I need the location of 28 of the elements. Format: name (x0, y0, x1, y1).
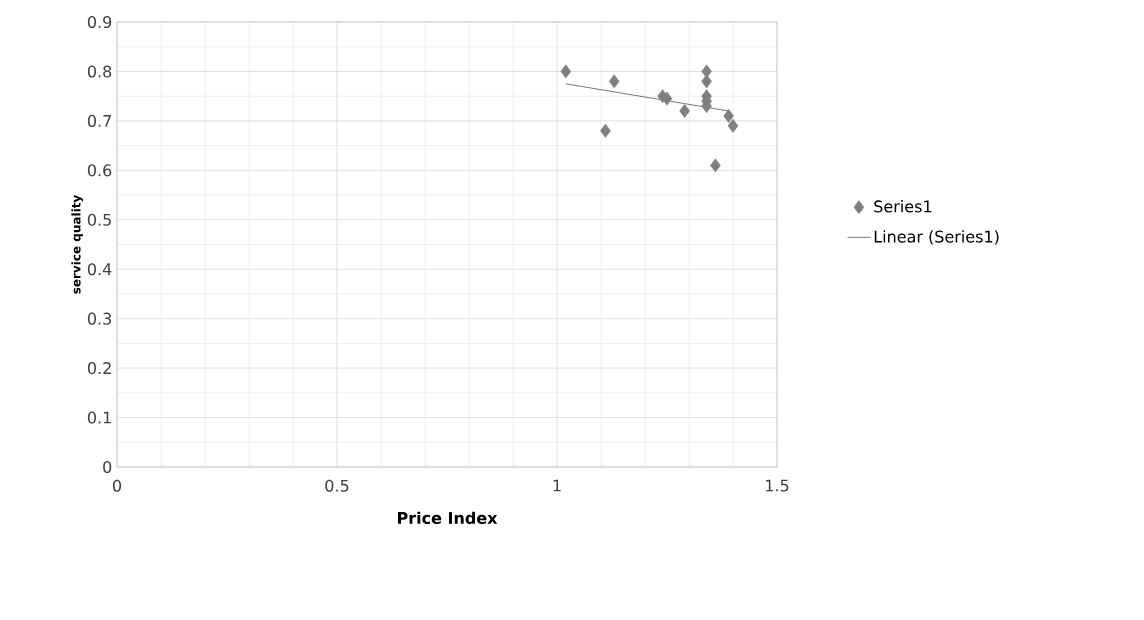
y-tick-label: 0.9 (87, 15, 112, 29)
x-axis-title: Price Index (397, 511, 498, 525)
x-tick-label: 0.5 (325, 479, 349, 492)
y-tick-label: 0.8 (87, 65, 112, 78)
point (600, 123, 611, 138)
point (723, 109, 734, 123)
point (701, 64, 712, 79)
y-axis-title: service quality (71, 194, 84, 294)
point (701, 74, 712, 89)
y-tick-label: 0.2 (87, 362, 111, 375)
y-tick-label: 0 (103, 460, 112, 474)
y-tick-label: 0.4 (87, 263, 112, 276)
y-tick-label: 0.5 (87, 213, 111, 226)
y-tick-label: 0.3 (87, 312, 112, 325)
x-tick-label: 1 (553, 479, 561, 492)
legend-label: Series1 (874, 200, 932, 213)
point (608, 74, 620, 89)
x-tick-label: 1.5 (766, 479, 789, 492)
point (560, 64, 572, 79)
point (679, 104, 690, 118)
y-tick-label: 0.6 (87, 164, 112, 177)
x-tick-label: 0 (112, 479, 122, 492)
y-tick-label: 0.7 (87, 114, 111, 127)
point (710, 158, 721, 173)
point (727, 118, 739, 133)
legend-label: Linear (Series1) (874, 230, 999, 245)
y-tick-label: 0.1 (87, 411, 111, 424)
point (661, 91, 673, 106)
